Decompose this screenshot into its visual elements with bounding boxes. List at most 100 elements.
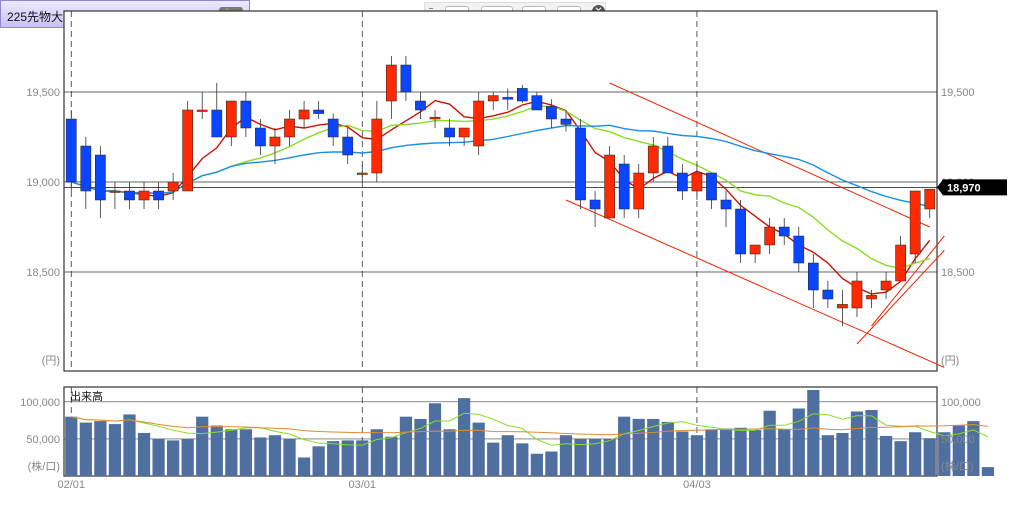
volume-bar <box>850 411 864 476</box>
candle-down <box>211 109 223 138</box>
candle-up <box>851 280 863 309</box>
volume-bar <box>516 443 529 476</box>
volume-bar <box>807 389 820 476</box>
volume-bar <box>879 435 893 476</box>
price-tick-label-right: 19,500 <box>941 87 975 99</box>
candle-up <box>764 226 776 246</box>
candle-up <box>371 118 383 174</box>
candle-down <box>662 145 674 174</box>
volume-bar <box>414 418 427 476</box>
volume-bar <box>865 409 878 476</box>
volume-average-short <box>71 412 989 446</box>
volume-bar <box>778 429 791 476</box>
volume-bar <box>719 428 733 476</box>
volume-bar <box>836 432 849 476</box>
candle-down <box>124 190 135 201</box>
candle-down <box>560 118 572 125</box>
volume-bar <box>443 429 456 476</box>
volume-bar <box>167 440 180 476</box>
candle-up <box>458 127 470 138</box>
volume-bar <box>239 429 252 476</box>
candle-down <box>793 235 805 264</box>
candle-down <box>444 127 455 138</box>
volume-bar <box>981 467 995 476</box>
candle-down <box>313 109 324 114</box>
volume-bar <box>254 437 267 476</box>
volume-bar <box>225 429 238 476</box>
candle-down <box>255 127 266 147</box>
candle-down <box>240 100 252 129</box>
price-tick-label-right: 18,500 <box>941 267 975 279</box>
volume-bar <box>108 424 122 476</box>
volume-bar <box>65 416 78 476</box>
volume-tick-label-left: 100,000 <box>20 397 60 409</box>
volume-bar <box>152 438 165 476</box>
candle-down <box>822 289 834 300</box>
candle-up <box>386 64 397 102</box>
volume-bar <box>487 442 500 476</box>
volume-bar <box>210 425 223 476</box>
volume-bar <box>661 421 674 476</box>
volume-bar <box>181 438 194 476</box>
last-price-tag <box>937 179 1007 196</box>
trend-line <box>871 235 945 327</box>
candle-down <box>342 136 354 156</box>
volume-bar <box>530 453 543 476</box>
volume-bar <box>297 457 311 476</box>
volume-bar <box>690 435 704 476</box>
volume-bar <box>545 451 558 476</box>
candle-up <box>909 190 921 255</box>
trend-line <box>565 199 945 368</box>
candle-up <box>196 109 208 112</box>
trend-line <box>609 82 930 228</box>
volume-bar <box>705 429 718 476</box>
volume-bar <box>341 440 354 476</box>
candle-up <box>182 109 194 192</box>
volume-bar <box>501 435 514 476</box>
volume-bar <box>749 430 762 476</box>
date-tick-label: 03/01 <box>349 479 377 491</box>
candle-up <box>647 145 659 174</box>
volume-bar <box>923 438 936 476</box>
volume-bar <box>734 427 747 476</box>
candle-down <box>735 208 746 255</box>
volume-bar <box>123 414 136 476</box>
volume-bar <box>676 431 689 476</box>
volume-tick-label-right: 50,000 <box>941 434 975 446</box>
candle-down <box>502 97 514 100</box>
candle-down <box>531 95 543 111</box>
volume-bar <box>399 416 413 476</box>
volume-bar <box>603 438 616 476</box>
candle-down <box>589 199 601 210</box>
volume-bar <box>894 441 907 476</box>
price-tick-label-left: 19,500 <box>26 87 60 99</box>
candle-up <box>269 136 281 147</box>
candle-up <box>633 172 645 210</box>
candle-down <box>677 172 688 192</box>
volume-bar <box>559 435 573 476</box>
date-tick-label: 02/01 <box>58 479 86 491</box>
volume-bar <box>618 416 631 476</box>
volume-bar <box>472 422 485 476</box>
volume-tick-label-right: 100,000 <box>941 397 981 409</box>
moving-average-long <box>71 124 930 208</box>
price-unit-label-right: (円) <box>941 355 959 367</box>
price-unit-label-left: (円) <box>42 355 60 367</box>
candle-up <box>691 172 703 192</box>
candle-down <box>778 226 790 237</box>
candle-down <box>575 127 586 201</box>
volume-bar <box>283 438 296 476</box>
volume-bar <box>458 398 471 476</box>
candle-down <box>400 64 412 93</box>
volume-bar <box>327 441 340 476</box>
volume-bar <box>588 438 602 476</box>
candle-down <box>415 100 426 111</box>
candle-down <box>516 88 528 102</box>
candle-up <box>167 181 179 192</box>
volume-bar <box>370 429 383 476</box>
volume-bar <box>792 408 805 476</box>
candle-up <box>487 95 499 102</box>
candle-down <box>95 154 106 201</box>
last-price-label: 18,970 <box>947 182 981 194</box>
